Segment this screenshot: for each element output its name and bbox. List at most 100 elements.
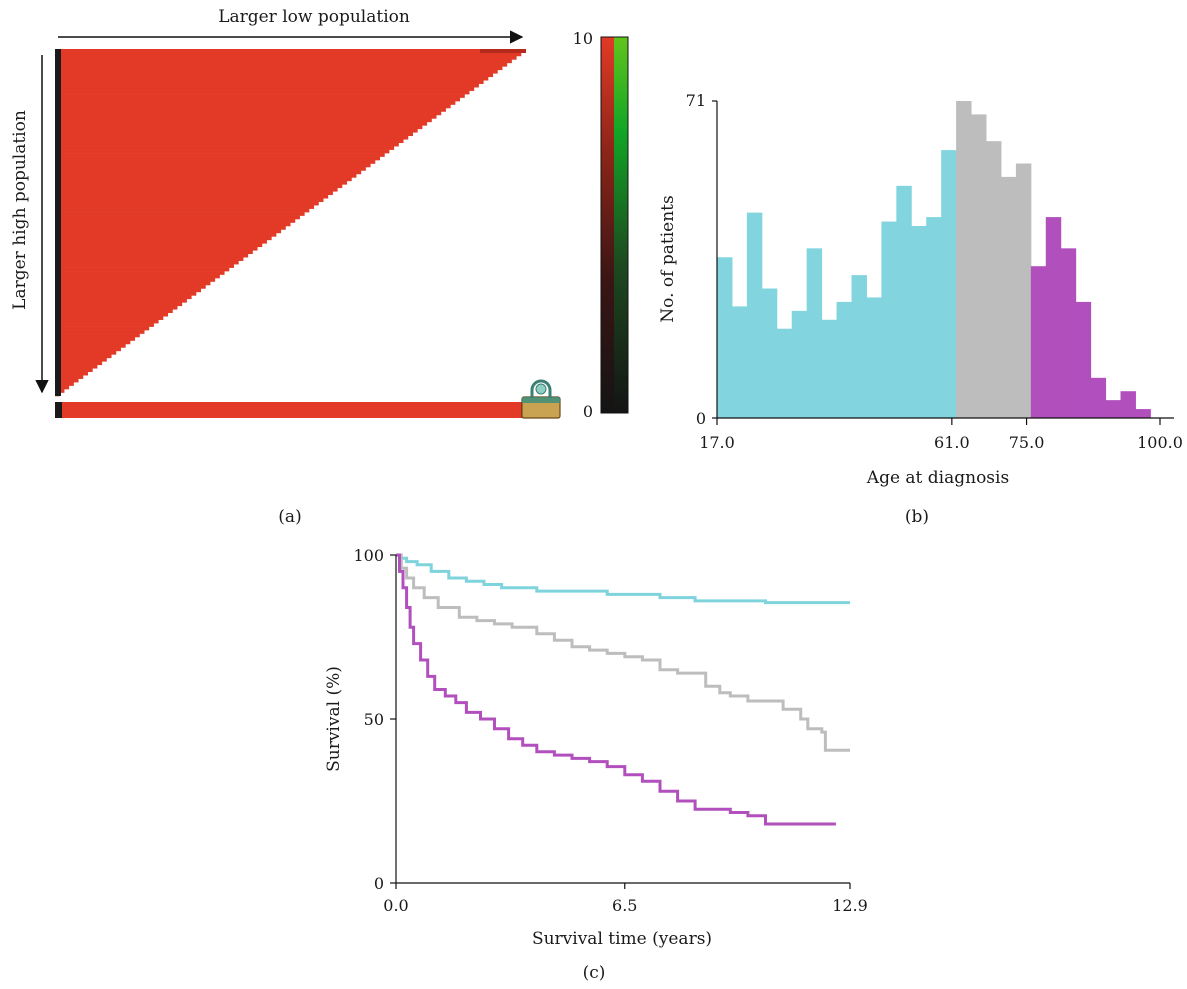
heatmap-row — [55, 330, 145, 334]
heatmap-row — [55, 309, 173, 314]
heatmap-cells — [55, 49, 526, 397]
heatmap-row — [55, 55, 517, 60]
panel-b-histogram: 71 0 17.0 61.0 75.0 100.0 Age at diagnosis … — [658, 91, 1183, 527]
histogram-bar — [1105, 400, 1122, 418]
heatmap-row — [55, 302, 183, 307]
heatmap-row — [55, 298, 187, 303]
heatmap-row — [55, 142, 399, 147]
heatmap-row — [55, 361, 103, 366]
heatmap-row — [55, 347, 121, 352]
survival-curve — [396, 553, 850, 605]
heatmap-row — [55, 239, 267, 244]
heatmap-row — [55, 368, 93, 373]
heatmap-row — [55, 49, 526, 53]
histogram-bar — [866, 297, 882, 418]
survival-y-label: Survival (%) — [324, 666, 344, 772]
histogram-bar — [881, 221, 897, 418]
colorbar-green — [614, 37, 628, 413]
heatmap-row — [55, 166, 366, 171]
survival-xtick-label: 6.5 — [612, 896, 637, 915]
histogram-y-label: No. of patients — [658, 195, 678, 322]
histogram-bar — [1060, 248, 1077, 418]
heatmap-row — [55, 319, 159, 324]
histogram-bar — [806, 248, 823, 418]
histogram-xtick-label: 75.0 — [1009, 433, 1045, 452]
heatmap-row — [55, 281, 211, 286]
heatmap-row — [55, 135, 409, 140]
histogram-bar — [731, 306, 748, 418]
histogram-bar — [1090, 377, 1107, 418]
histogram-bar — [956, 101, 972, 418]
heatmap-row — [55, 121, 428, 126]
heatmap-row — [55, 66, 503, 71]
histogram-bar — [851, 275, 867, 418]
heatmap-row — [55, 225, 286, 230]
heatmap-row — [55, 111, 442, 116]
survival-curves — [396, 553, 850, 826]
heatmap-row — [55, 229, 282, 234]
histogram-bar — [791, 310, 808, 418]
histogram-bars — [717, 101, 1151, 419]
histogram-bar — [986, 141, 1002, 418]
panel-a-caption: (a) — [278, 507, 301, 527]
histogram-ytick-max: 71 — [686, 91, 706, 110]
heatmap-row — [55, 139, 404, 143]
histogram-xtick-label: 100.0 — [1137, 433, 1183, 452]
heatmap-row — [55, 295, 192, 300]
histogram-bar — [1045, 217, 1062, 418]
heatmap-row — [55, 264, 234, 268]
heatmap-row — [55, 149, 390, 154]
histogram-bar — [896, 185, 912, 418]
heatmap-row — [55, 62, 508, 67]
heatmap-row — [55, 180, 348, 185]
heatmap-row — [55, 132, 413, 137]
heatmap-row — [55, 364, 98, 369]
heatmap-row — [55, 350, 117, 355]
heatmap-row — [55, 291, 197, 296]
heatmap-dark-edge — [55, 49, 61, 396]
heatmap-row — [55, 69, 498, 74]
histogram-bar — [941, 150, 957, 418]
heatmap-row — [55, 52, 522, 57]
heatmap-row — [55, 260, 239, 265]
survival-curve — [396, 553, 836, 826]
heatmap-row — [55, 250, 253, 255]
heatmap-row — [55, 284, 206, 289]
histogram-bar — [1135, 409, 1151, 418]
survival-curve — [396, 553, 850, 752]
heatmap-row — [55, 97, 461, 102]
heatmap-row — [55, 173, 357, 178]
heatmap-row — [55, 198, 324, 202]
heatmap-row — [55, 73, 494, 78]
heatmap-row — [55, 160, 376, 164]
histogram-x-ticks: 17.0 61.0 75.0 100.0 — [699, 418, 1183, 452]
survival-x-ticks: 0.0 6.5 12.9 — [383, 883, 868, 915]
heatmap-row — [55, 177, 352, 182]
heatmap-row — [55, 59, 512, 64]
heatmap-row — [55, 146, 395, 150]
survival-ytick-label: 100 — [353, 546, 384, 565]
heatmap-row — [55, 385, 70, 390]
heatmap-row — [55, 156, 380, 161]
survival-x-label: Survival time (years) — [532, 929, 712, 949]
heatmap-row — [55, 271, 225, 275]
histogram-bar — [776, 328, 793, 418]
histogram-bar — [1015, 163, 1032, 418]
histogram-bar — [1075, 301, 1092, 418]
heatmap-row — [55, 316, 164, 320]
heatmap-summary-row-edge — [55, 402, 62, 418]
heatmap-row — [55, 205, 315, 209]
heatmap-row — [55, 153, 385, 157]
panel-b-caption: (b) — [905, 507, 929, 527]
heatmap-row — [55, 274, 220, 279]
heatmap-row — [55, 267, 230, 272]
histogram-bar — [821, 319, 838, 418]
heatmap-row — [55, 90, 470, 95]
heatmap-row — [55, 323, 154, 327]
heatmap-row — [55, 118, 432, 123]
heatmap-row — [55, 326, 150, 331]
heatmap-row — [55, 357, 107, 362]
heatmap-row — [55, 76, 489, 81]
histogram-bar — [971, 114, 987, 419]
